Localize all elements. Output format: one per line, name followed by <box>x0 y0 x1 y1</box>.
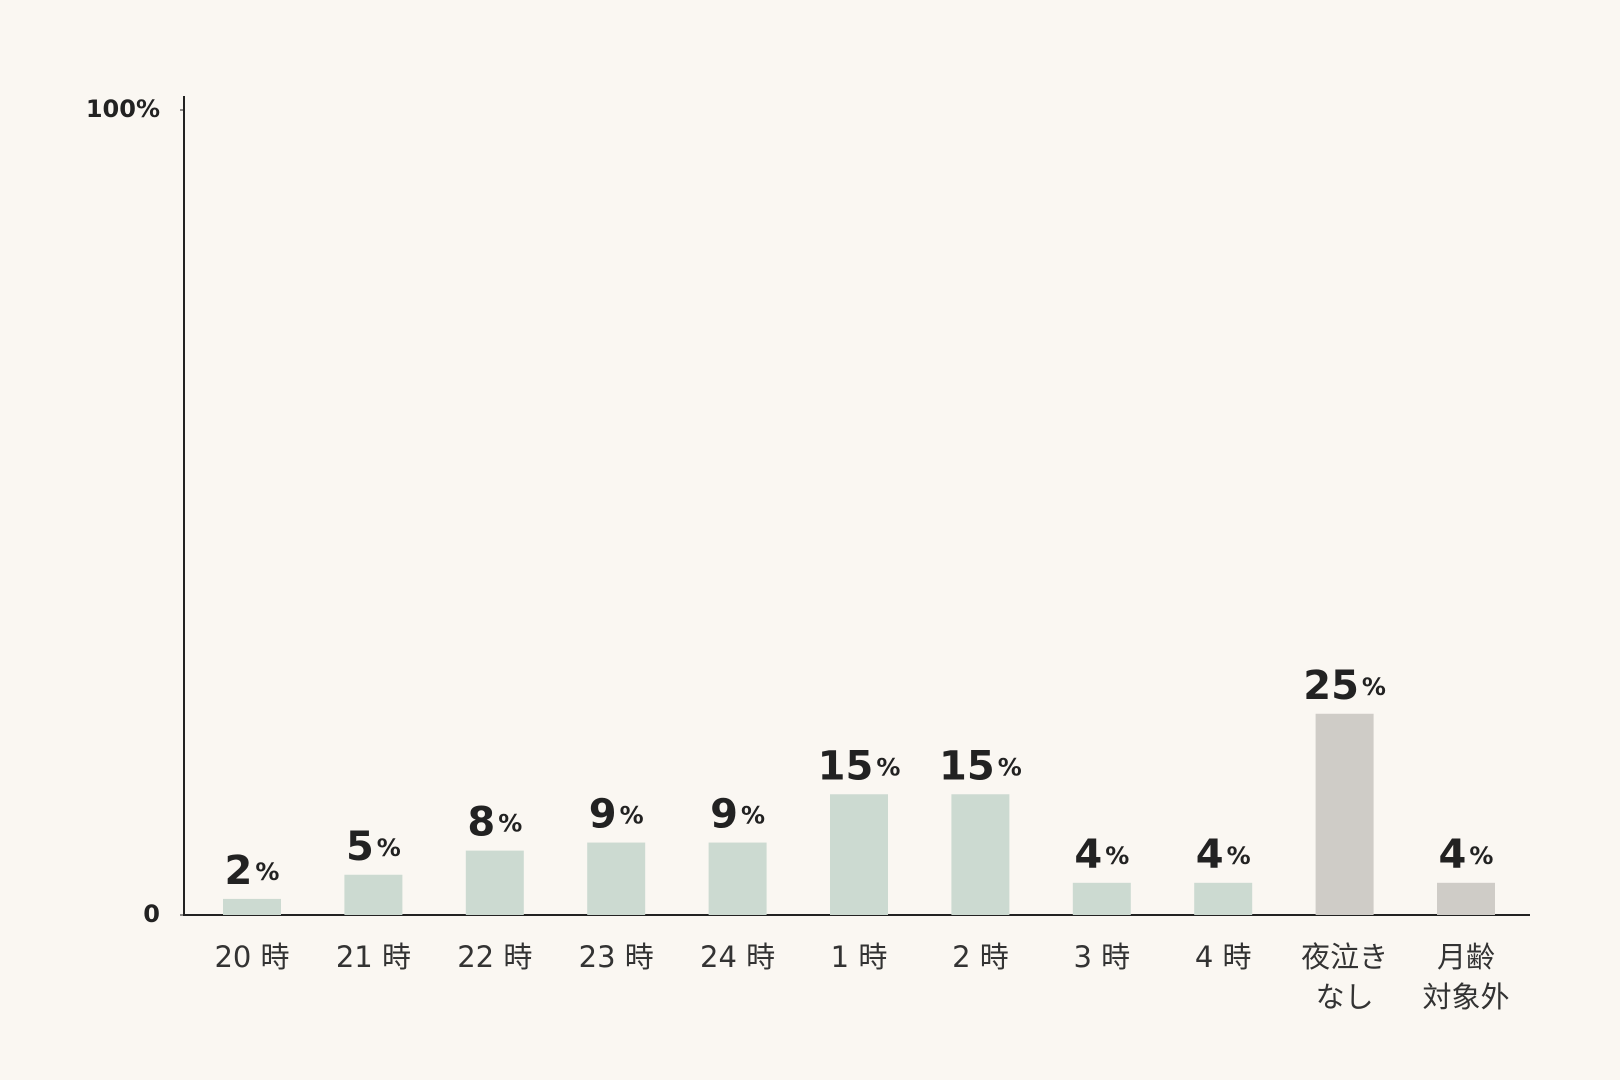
value-label: 25% <box>1303 663 1386 709</box>
value-label: 2% <box>225 848 280 894</box>
bar <box>344 874 403 915</box>
value-label: 5% <box>346 824 401 870</box>
value-label: 8% <box>467 800 522 846</box>
bar <box>1072 882 1131 915</box>
bar <box>1437 882 1495 915</box>
bar <box>1194 882 1253 915</box>
value-label: 9% <box>589 792 644 838</box>
bar <box>951 794 1010 915</box>
x-tick-label: 月齢対象外 <box>1422 940 1509 1014</box>
x-tick-label: 1 時 <box>831 940 888 974</box>
x-tick-label: 21 時 <box>336 940 411 974</box>
value-label: 9% <box>710 792 765 838</box>
value-label: 4% <box>1439 832 1494 878</box>
bar <box>1315 713 1374 915</box>
y-tick-label: 100% <box>86 95 160 123</box>
bar <box>223 898 281 915</box>
value-label: 4% <box>1196 832 1251 878</box>
x-tick-label: 22 時 <box>457 940 532 974</box>
bar <box>708 842 767 915</box>
y-tick-label: 0 <box>143 900 160 928</box>
x-tick-label: 24 時 <box>700 940 775 974</box>
value-label: 15% <box>818 743 901 789</box>
bar <box>587 842 646 915</box>
x-tick-label: 23 時 <box>579 940 654 974</box>
value-label: 4% <box>1074 832 1129 878</box>
x-tick-label: 3 時 <box>1073 940 1130 974</box>
x-tick-label: 4 時 <box>1195 940 1252 974</box>
x-tick-label: 20 時 <box>214 940 289 974</box>
bar <box>830 794 888 915</box>
bar <box>465 850 524 915</box>
value-label: 15% <box>939 743 1022 789</box>
x-tick-label: 夜泣きなし <box>1301 940 1388 1014</box>
x-tick-label: 2 時 <box>952 940 1009 974</box>
